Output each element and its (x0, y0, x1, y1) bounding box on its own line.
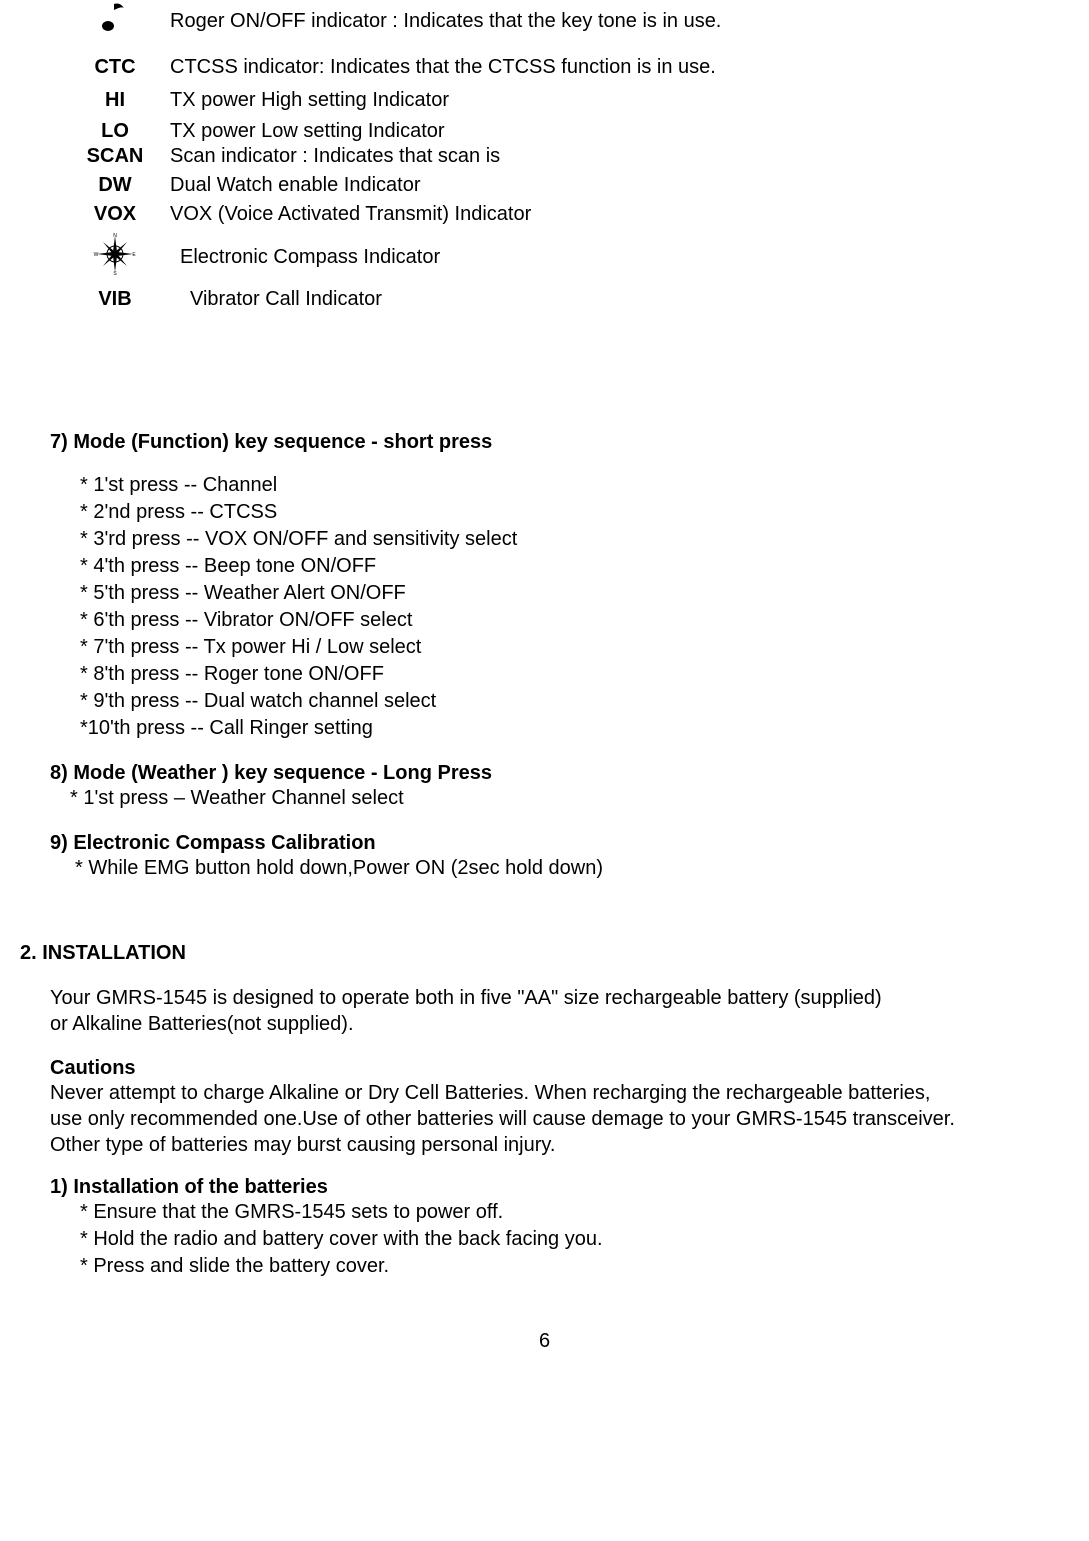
page-container: Roger ON/OFF indicator : Indicates that … (0, 0, 1089, 1393)
list-item: * Hold the radio and battery cover with … (80, 1226, 1069, 1253)
indicator-row: SCAN Scan indicator : Indicates that sca… (70, 145, 1069, 168)
list-item: * 3'rd press -- VOX ON/OFF and sensitivi… (80, 526, 1069, 553)
indicator-label: VIB (70, 288, 160, 311)
list-item: * 9'th press -- Dual watch channel selec… (80, 688, 1069, 715)
list-item: * Ensure that the GMRS-1545 sets to powe… (80, 1199, 1069, 1226)
indicator-desc: CTCSS indicator: Indicates that the CTCS… (170, 56, 716, 79)
section-heading: 9) Electronic Compass Calibration (50, 832, 1069, 855)
section-heading: 8) Mode (Weather ) key sequence - Long P… (50, 762, 1069, 785)
indicator-label: LO (70, 120, 160, 143)
compass-icon: N S W E (70, 232, 160, 282)
installation-intro: Your GMRS-1545 is designed to operate bo… (50, 985, 1069, 1037)
text-line: Other type of batteries may burst causin… (50, 1132, 1069, 1158)
list-item: * 6'th press -- Vibrator ON/OFF select (80, 607, 1069, 634)
text-line: Your GMRS-1545 is designed to operate bo… (50, 985, 1069, 1011)
installation-heading: 2. INSTALLATION (20, 942, 1069, 965)
section-heading: 7) Mode (Function) key sequence - short … (50, 431, 1069, 454)
svg-text:S: S (113, 271, 117, 276)
list-item: * 5'th press -- Weather Alert ON/OFF (80, 580, 1069, 607)
indicator-row: LO TX power Low setting Indicator (70, 120, 1069, 143)
indicator-row: DW Dual Watch enable Indicator (70, 174, 1069, 197)
list-item: * 2'nd press -- CTCSS (80, 499, 1069, 526)
indicator-desc: TX power High setting Indicator (170, 89, 449, 112)
svg-text:W: W (94, 252, 99, 258)
list-item: * Press and slide the battery cover. (80, 1253, 1069, 1280)
list-item: * 7'th press -- Tx power Hi / Low select (80, 634, 1069, 661)
indicator-label: DW (70, 174, 160, 197)
installation-sub1: 1) Installation of the batteries * Ensur… (50, 1176, 1069, 1280)
indicator-row: VOX VOX (Voice Activated Transmit) Indic… (70, 203, 1069, 226)
list-item: *10'th press -- Call Ringer setting (80, 715, 1069, 742)
indicator-row: N S W E Electronic Compass Indicator (70, 232, 1069, 282)
indicator-row: VIB Vibrator Call Indicator (70, 288, 1069, 311)
svg-text:N: N (113, 233, 117, 239)
list-item: * While EMG button hold down,Power ON (2… (75, 855, 1069, 882)
section-9-list: * While EMG button hold down,Power ON (2… (75, 855, 1069, 882)
indicator-desc: VOX (Voice Activated Transmit) Indicator (170, 203, 531, 226)
list-item: * 1'st press -- Channel (80, 472, 1069, 499)
indicator-label: CTC (70, 56, 160, 79)
section-7: 7) Mode (Function) key sequence - short … (50, 431, 1069, 742)
section-heading: 1) Installation of the batteries (50, 1176, 1069, 1199)
indicator-desc: TX power Low setting Indicator (170, 120, 445, 143)
cautions-body: Never attempt to charge Alkaline or Dry … (50, 1080, 1069, 1158)
text-line: Never attempt to charge Alkaline or Dry … (50, 1080, 1069, 1106)
music-note-icon (70, 0, 160, 42)
indicator-desc: Roger ON/OFF indicator : Indicates that … (170, 10, 721, 33)
indicator-row: CTC CTCSS indicator: Indicates that the … (70, 56, 1069, 79)
list-item: * 4'th press -- Beep tone ON/OFF (80, 553, 1069, 580)
indicator-desc: Scan indicator : Indicates that scan is (170, 145, 500, 168)
indicator-desc: Vibrator Call Indicator (190, 288, 382, 311)
section-9: 9) Electronic Compass Calibration * Whil… (50, 832, 1069, 882)
text-line: or Alkaline Batteries(not supplied). (50, 1011, 1069, 1037)
cautions-heading: Cautions (50, 1057, 1069, 1080)
section-7-list: * 1'st press -- Channel * 2'nd press -- … (80, 472, 1069, 742)
indicator-label: SCAN (70, 145, 160, 168)
list-item: * 8'th press -- Roger tone ON/OFF (80, 661, 1069, 688)
indicator-row: Roger ON/OFF indicator : Indicates that … (70, 0, 1069, 42)
indicator-label: VOX (70, 203, 160, 226)
page-number: 6 (20, 1330, 1069, 1353)
indicator-table: Roger ON/OFF indicator : Indicates that … (70, 0, 1069, 311)
section-8: 8) Mode (Weather ) key sequence - Long P… (50, 762, 1069, 812)
section-8-list: * 1'st press – Weather Channel select (70, 785, 1069, 812)
text-line: use only recommended one.Use of other ba… (50, 1106, 1069, 1132)
indicator-label: HI (70, 89, 160, 112)
indicator-desc: Electronic Compass Indicator (180, 246, 440, 269)
installation-sub1-list: * Ensure that the GMRS-1545 sets to powe… (80, 1199, 1069, 1280)
list-item: * 1'st press – Weather Channel select (70, 785, 1069, 812)
svg-text:E: E (132, 252, 136, 258)
indicator-desc: Dual Watch enable Indicator (170, 174, 421, 197)
indicator-row: HI TX power High setting Indicator (70, 89, 1069, 112)
